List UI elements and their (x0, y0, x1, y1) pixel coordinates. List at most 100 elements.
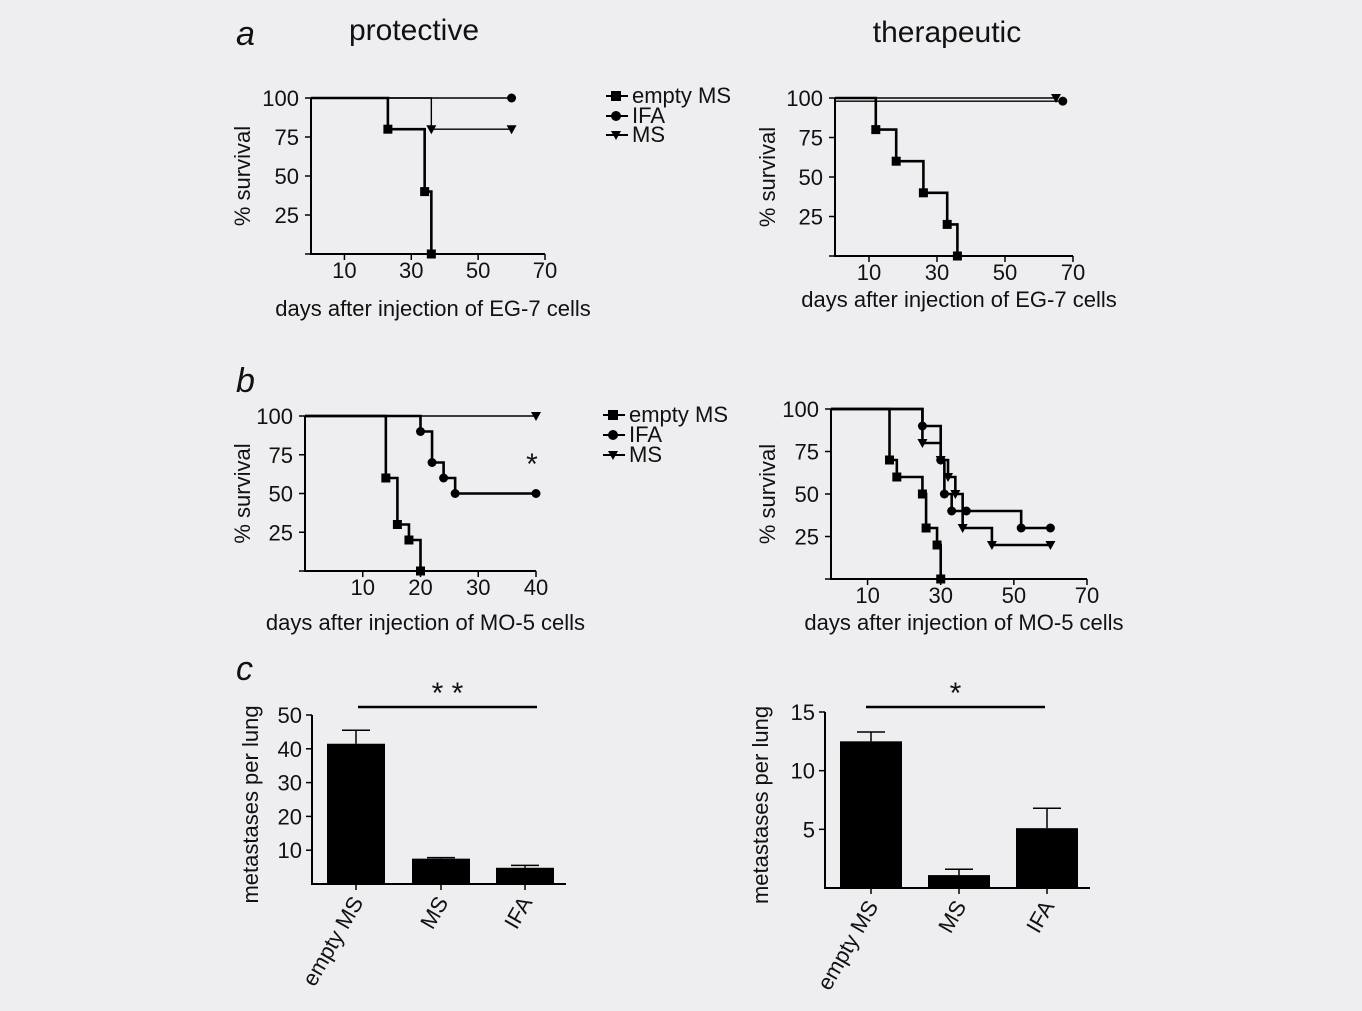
x-tick-label: 30 (399, 258, 423, 283)
series-ifa (835, 96, 1068, 106)
y-tick-label: 25 (795, 525, 819, 550)
significance-marker: * (950, 677, 962, 710)
bar (496, 867, 554, 884)
legend-b-label-ms: MS (629, 442, 662, 467)
y-tick-label: 100 (786, 86, 823, 111)
y-tick-label: 75 (269, 443, 293, 468)
data-point (961, 506, 971, 516)
data-point (950, 490, 961, 499)
data-point (506, 125, 517, 135)
data-point (936, 574, 946, 584)
data-point (891, 156, 901, 166)
legend-a-square-marker (611, 91, 621, 101)
x-tick-label: 30 (928, 583, 952, 608)
x-tick-label: 70 (533, 258, 557, 283)
y-tick-label: 75 (799, 126, 823, 151)
data-point (1051, 94, 1061, 103)
data-point (404, 535, 414, 545)
x-tick-label: 40 (524, 575, 548, 600)
y-tick-label: 50 (269, 482, 293, 507)
y-tick-label: 10 (791, 759, 815, 784)
data-point (943, 473, 954, 482)
data-point (427, 458, 437, 467)
y-tick-label: 15 (791, 700, 815, 725)
data-point (531, 412, 541, 421)
data-point (892, 472, 902, 482)
data-point (426, 249, 436, 259)
legend-b-square-marker (608, 410, 618, 420)
data-point (939, 489, 949, 499)
data-point (1045, 523, 1055, 533)
y-tick-label: 25 (275, 203, 299, 228)
y-tick-label: 25 (799, 205, 823, 230)
series-ifa (305, 414, 541, 498)
data-point (952, 251, 962, 261)
data-point (416, 427, 425, 436)
series-ms (835, 94, 1061, 103)
y-tick-label: 100 (262, 86, 299, 111)
data-point (871, 125, 881, 135)
legend-a: empty MS IFA MS (606, 83, 731, 147)
x-tick-label: 30 (466, 575, 490, 600)
x-axis-label: days after injection of MO-5 cells (804, 610, 1123, 635)
series-ms (311, 97, 517, 135)
charts: 25 50 75 100 10 30 50 70 days after injection of… (230, 86, 1124, 994)
x-tick-label: 10 (855, 583, 879, 608)
data-point (942, 219, 952, 229)
y-tick-label: 50 (275, 164, 299, 189)
series-ms (831, 407, 1056, 550)
legend-b-label-empty-ms: empty MS (629, 402, 728, 427)
x-tick-label: 50 (466, 258, 490, 283)
data-point (921, 523, 931, 533)
y-axis-label: % survival (755, 127, 780, 227)
x-tick-label: 10 (332, 258, 356, 283)
x-axis-label: days after injection of EG-7 cells (801, 287, 1116, 312)
y-axis-label: metastases per lung (238, 705, 263, 903)
panel-label-a: a (236, 15, 255, 53)
legend-b-circle-marker (608, 430, 618, 440)
data-point (450, 489, 460, 498)
data-point (416, 566, 425, 576)
bar (928, 875, 990, 888)
data-point (381, 473, 391, 483)
x-tick-label: 50 (1002, 583, 1026, 608)
y-tick-label: 100 (256, 404, 293, 429)
y-tick-label: 5 (803, 817, 815, 842)
data-point (917, 439, 928, 448)
series-empty-ms (305, 414, 425, 576)
x-axis-label: days after injection of EG-7 cells (275, 296, 590, 321)
data-point (1016, 523, 1026, 533)
data-point (917, 489, 927, 499)
y-tick-label: 50 (278, 703, 302, 728)
legend-b: empty MS IFA MS (603, 402, 728, 467)
legend-a-triangle-marker (611, 131, 621, 140)
y-axis-label: % survival (230, 443, 255, 543)
x-tick-label: 30 (925, 260, 949, 285)
legend-a-label-empty-ms: empty MS (632, 83, 731, 108)
bar (327, 743, 385, 884)
data-point (1045, 541, 1056, 550)
series-empty-ms (831, 407, 946, 584)
data-point (439, 473, 449, 483)
bar (1016, 828, 1078, 888)
y-tick-label: 30 (278, 771, 302, 796)
survival-line (305, 414, 536, 495)
data-point (918, 188, 928, 198)
data-point (383, 124, 393, 134)
y-tick-label: 75 (795, 440, 819, 465)
x-tick-label: 20 (408, 575, 432, 600)
panel-label-c: c (236, 650, 253, 688)
legend-a-label-ifa: IFA (632, 103, 665, 128)
data-point (885, 455, 895, 465)
data-point (426, 125, 437, 135)
y-tick-label: 40 (278, 737, 302, 762)
y-tick-label: 50 (795, 482, 819, 507)
legend-a-label-ms: MS (632, 122, 665, 147)
chart-a-protective: 25 50 75 100 10 30 50 70 days after injection of… (230, 86, 591, 321)
legend-b-triangle-marker (608, 451, 618, 460)
y-axis-label: % survival (755, 444, 780, 544)
series-ms (305, 412, 541, 421)
